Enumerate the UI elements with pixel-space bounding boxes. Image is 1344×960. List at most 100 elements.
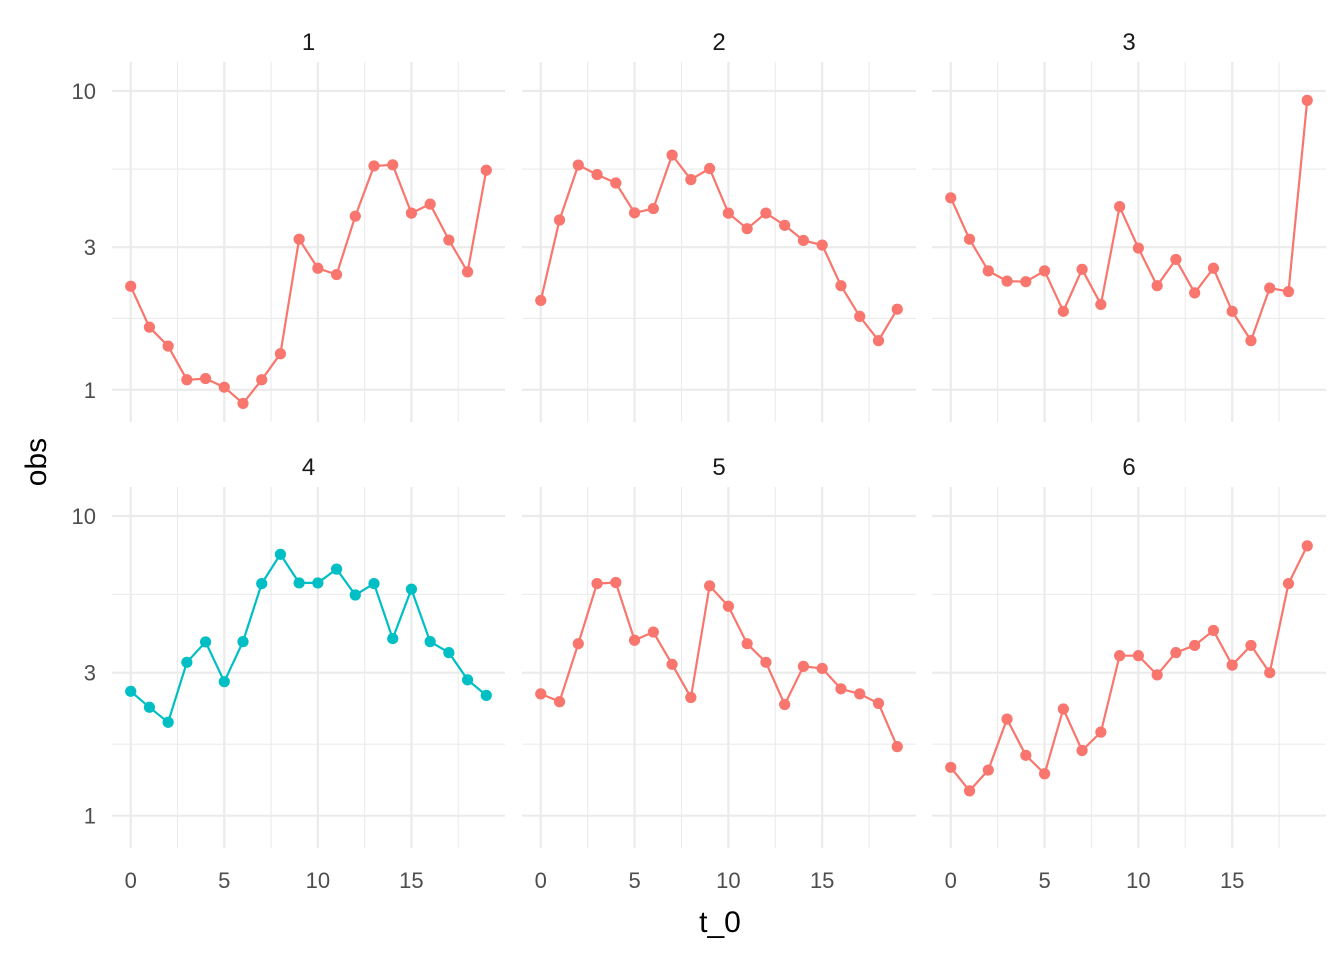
data-point [779,698,791,711]
data-point [1057,703,1069,715]
data-point [237,397,249,410]
data-point [1245,639,1257,652]
data-point [1020,749,1032,761]
data-point [666,149,678,161]
data-point [368,160,380,172]
data-point [610,177,622,189]
data-point [424,636,436,648]
data-point [1170,253,1182,266]
data-point [760,656,772,668]
facet-label: 5 [712,454,725,481]
data-point [480,164,492,176]
series-line [949,545,1309,793]
data-point [1132,242,1144,254]
panels: 1 1 3 10 2 3 4 1 3 10 0 5 10 15 5 0 5 10 15 6 0 5 10 15 [72,29,1326,893]
x-tick-label: 15 [810,868,834,893]
data-point [312,262,324,274]
data-point [854,310,866,322]
data-point [181,656,193,668]
facet-label: 4 [302,454,315,481]
data-point [1076,263,1088,275]
data-point [591,168,603,181]
data-point [591,577,603,590]
x-tick-label: 10 [716,868,740,893]
x-tick-label: 0 [535,868,547,893]
y-axis-title: obs [20,438,53,486]
data-point [1189,639,1201,652]
data-point [797,660,810,672]
data-point [535,294,547,307]
data-point [1282,286,1295,298]
data-point [963,233,976,245]
data-point [274,348,287,360]
data-point [610,576,622,589]
panel-4: 4 1 3 10 0 5 10 15 [72,454,505,893]
data-point [349,210,361,222]
data-point [685,691,697,704]
data-point [330,563,343,575]
data-point [1095,726,1107,738]
y-tick-label: 1 [84,804,96,829]
data-point [891,741,903,753]
facet-label: 1 [302,29,315,56]
data-point [1189,287,1201,299]
data-point [1301,94,1313,106]
data-point [1282,577,1295,590]
data-point [741,638,753,650]
y-tick-label: 10 [72,79,96,104]
data-point [480,689,492,701]
x-tick-label: 5 [218,868,230,893]
data-point [572,638,584,650]
data-point [854,688,866,700]
data-point [816,239,828,251]
data-point [1038,768,1051,780]
data-point [1001,275,1013,287]
data-point [628,634,641,646]
data-point [312,577,324,589]
data-point [424,198,436,210]
data-point [945,761,957,773]
data-point [256,374,268,386]
y-tick-label: 10 [72,504,96,529]
data-point [1057,305,1069,317]
data-point [1020,276,1032,288]
data-point [797,234,810,247]
data-point [405,583,418,595]
data-point [835,683,847,695]
y-tick-label: 3 [84,661,96,686]
data-point [199,372,212,385]
data-point [685,174,697,186]
data-point [1170,647,1182,659]
data-point [1038,265,1051,277]
x-tick-label: 5 [628,868,640,893]
y-tick-label: 1 [84,378,96,403]
data-point [945,192,957,204]
data-point [1114,201,1126,213]
x-tick-label: 10 [1126,868,1150,893]
data-point [1001,713,1013,725]
data-point [293,233,305,245]
data-point [237,636,249,648]
panel-5: 5 0 5 10 15 [522,454,916,893]
facet-label: 2 [712,29,725,56]
data-point [816,662,828,675]
data-point [405,207,418,219]
data-point [1151,669,1163,681]
data-point [572,159,584,171]
data-point [1207,624,1220,637]
data-point [666,658,678,670]
panel-3: 3 [932,29,1326,422]
data-point [1114,650,1126,662]
data-point [779,219,791,231]
data-point [891,303,903,315]
data-point [443,647,455,659]
y-tick-label: 3 [84,235,96,260]
data-point [443,234,455,246]
data-point [741,223,753,235]
data-point [760,207,772,219]
data-point [982,764,994,776]
data-point [1245,335,1257,347]
data-point [1095,298,1107,311]
data-point [293,577,305,589]
